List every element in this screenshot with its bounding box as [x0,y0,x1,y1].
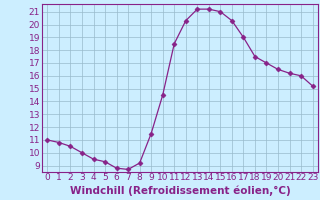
X-axis label: Windchill (Refroidissement éolien,°C): Windchill (Refroidissement éolien,°C) [70,185,290,196]
